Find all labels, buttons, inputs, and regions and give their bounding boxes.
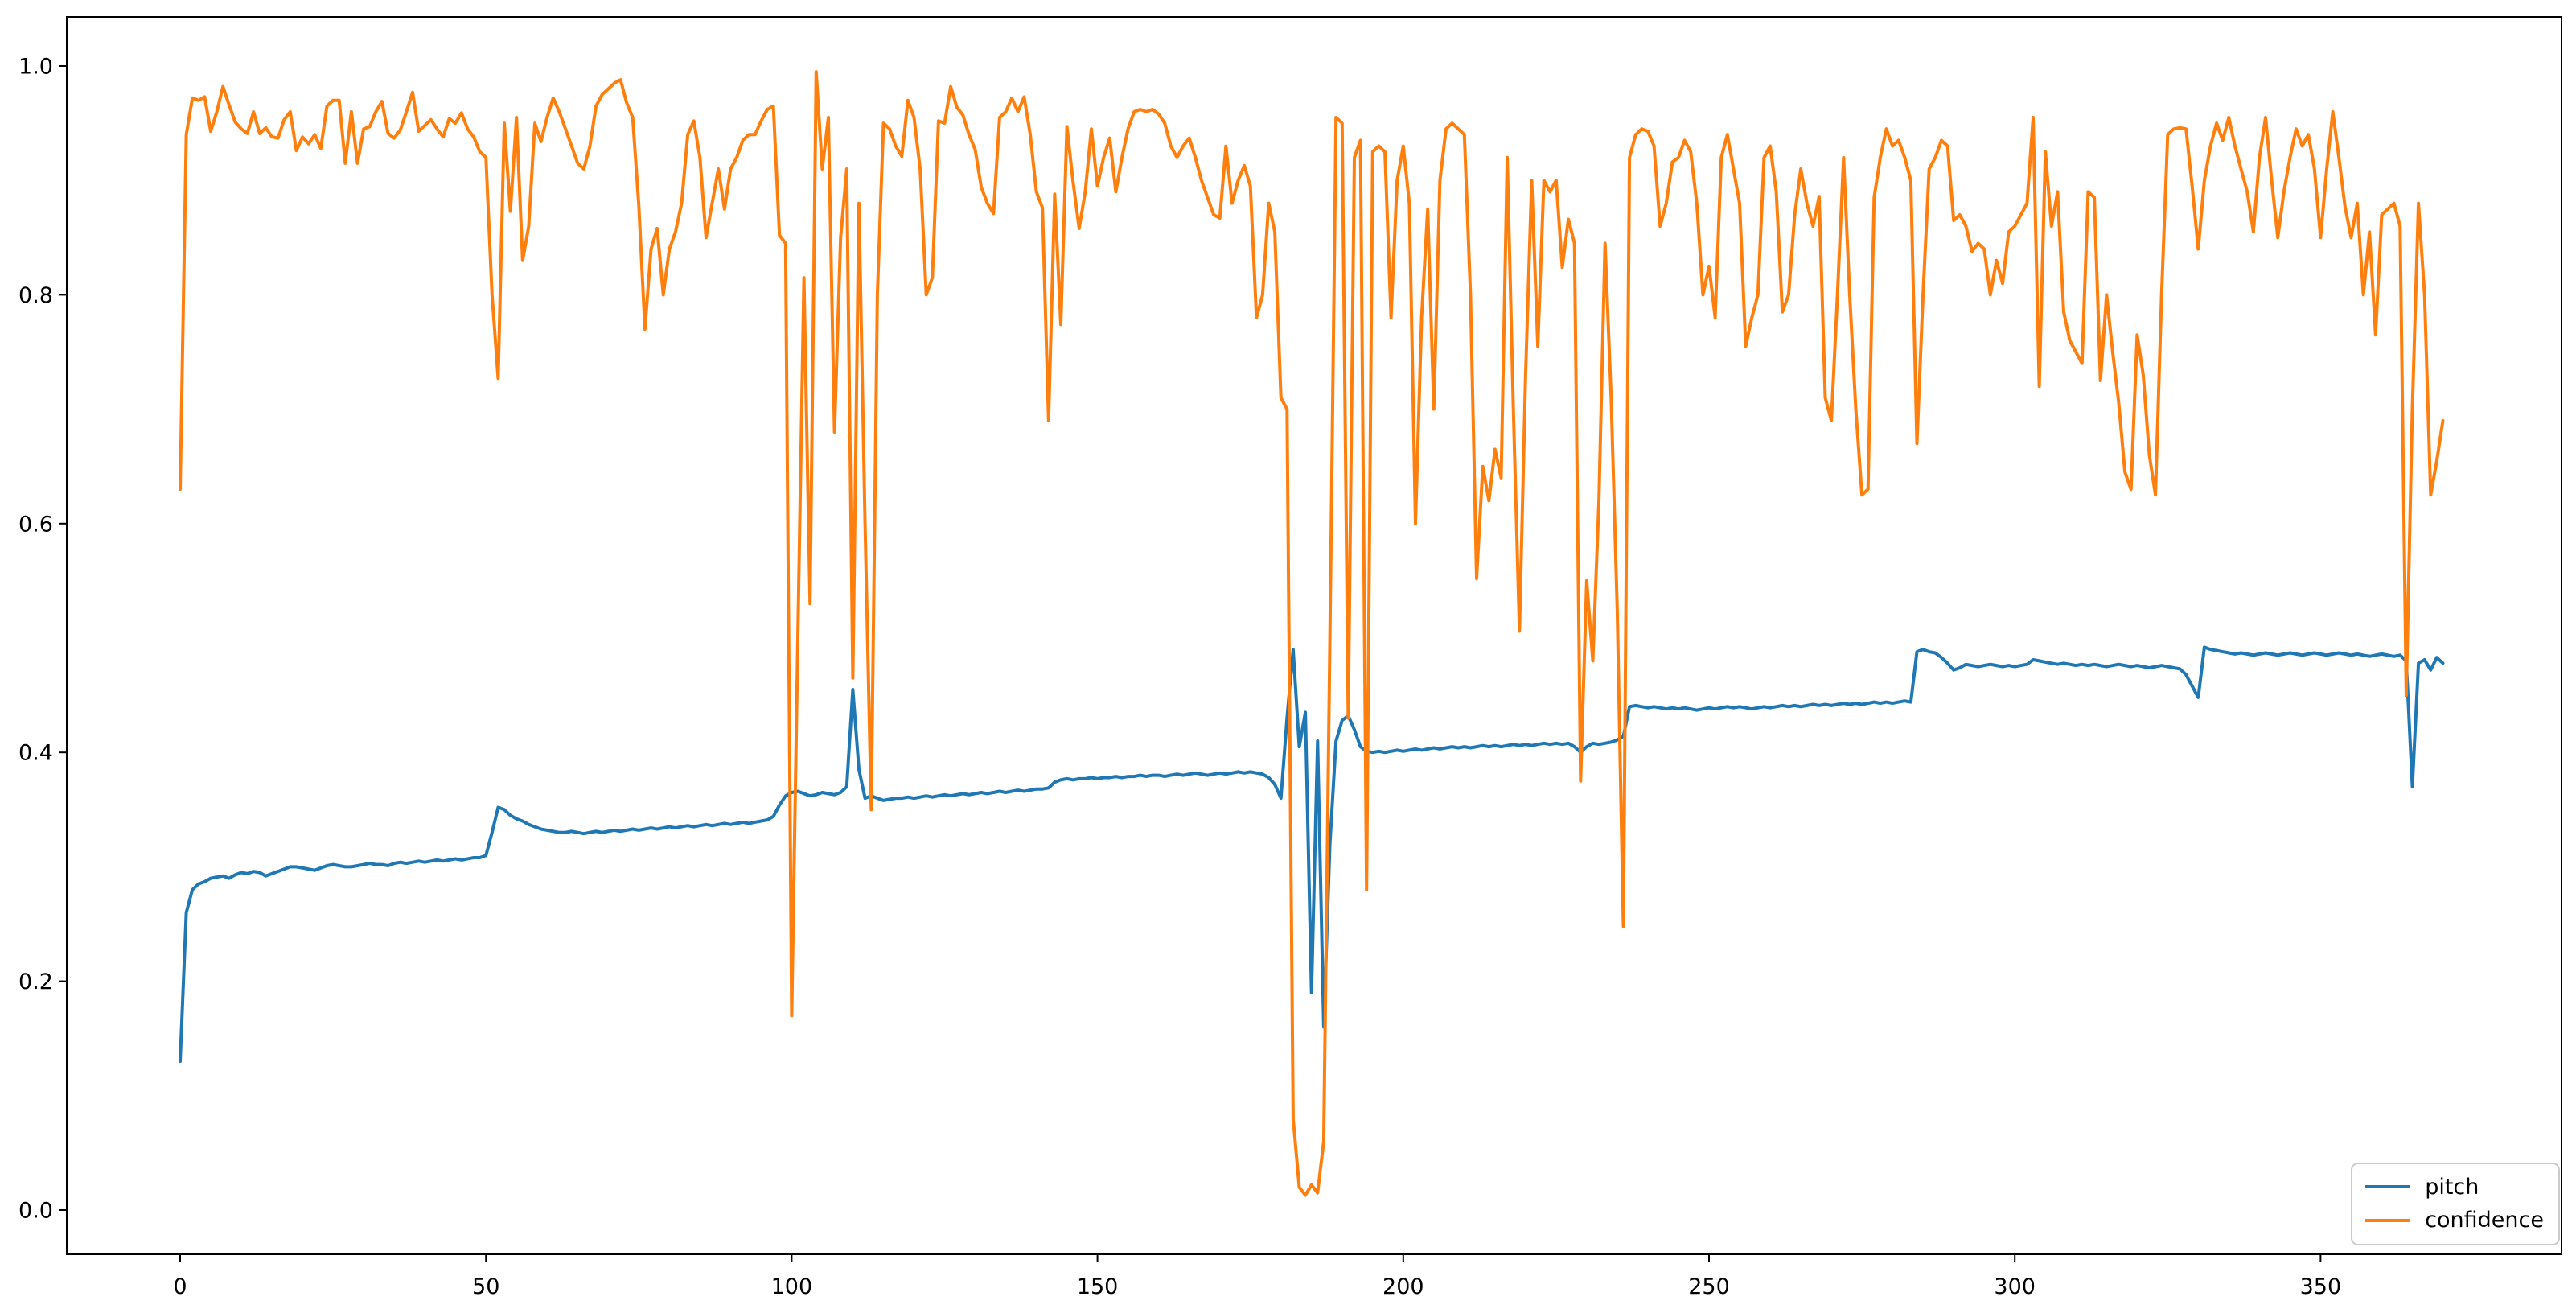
pitch-line xyxy=(179,645,2445,1064)
y-axis-tick-label: 0.0 xyxy=(18,1199,53,1224)
x-axis-tick-label: 0 xyxy=(173,1274,187,1299)
legend-entry-pitch: pitch xyxy=(2365,1174,2544,1201)
legend[interactable]: pitch confidence xyxy=(2351,1162,2560,1245)
y-axis-tick-label: 0.6 xyxy=(18,512,53,537)
confidence-line xyxy=(179,70,2445,1197)
y-axis-tick-label: 1.0 xyxy=(18,55,53,80)
x-axis-tick-label: 150 xyxy=(1077,1274,1119,1299)
x-axis-tick-label: 300 xyxy=(1994,1274,2036,1299)
legend-entry-confidence: confidence xyxy=(2365,1207,2544,1234)
confidence-line-swatch xyxy=(2365,1219,2411,1223)
y-axis-tick-label: 0.4 xyxy=(18,741,53,766)
pitch-line-swatch xyxy=(2365,1185,2411,1189)
x-axis-tick-label: 200 xyxy=(1382,1274,1424,1299)
legend-label-pitch: pitch xyxy=(2425,1174,2479,1200)
x-axis-tick-label: 250 xyxy=(1688,1274,1730,1299)
x-axis-tick-label: 50 xyxy=(472,1274,499,1299)
plot-border xyxy=(66,16,2562,1255)
x-axis-tick-label: 350 xyxy=(2300,1274,2342,1299)
y-axis-tick-label: 0.8 xyxy=(18,283,53,308)
y-axis-tick-label: 0.2 xyxy=(18,969,53,994)
legend-label-confidence: confidence xyxy=(2425,1208,2544,1233)
x-axis-tick-label: 100 xyxy=(771,1274,813,1299)
